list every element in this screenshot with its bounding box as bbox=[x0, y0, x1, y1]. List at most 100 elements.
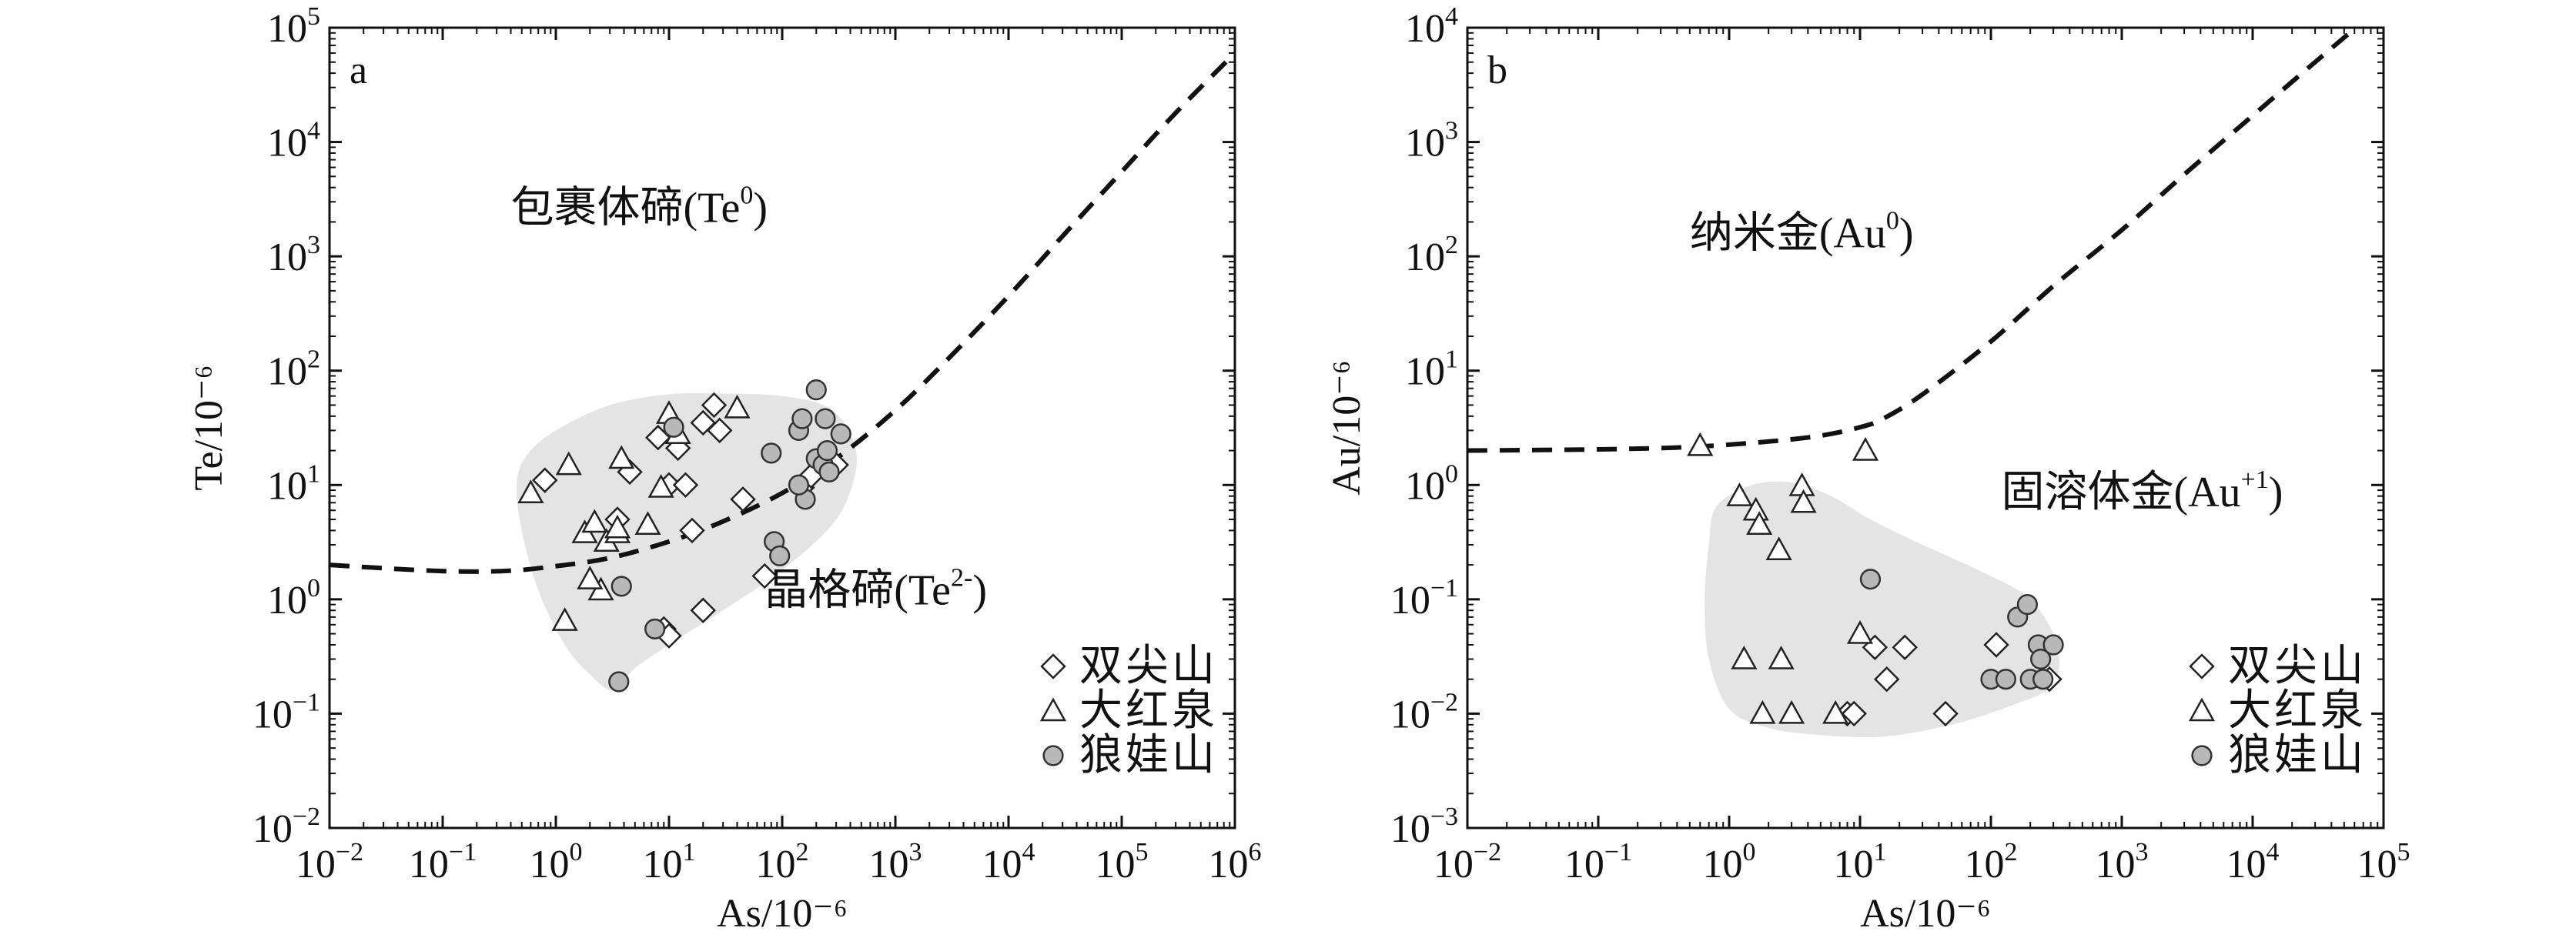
y-tick-label: 104 bbox=[1405, 2, 1458, 51]
x-tick-label: 105 bbox=[2357, 838, 2410, 886]
x-tick-label: 106 bbox=[1209, 838, 1262, 886]
y-tick-label: 10−3 bbox=[1390, 803, 1458, 851]
y-tick-label: 102 bbox=[267, 345, 320, 394]
legend-marker-circle bbox=[2191, 745, 2213, 766]
data-point-circle bbox=[769, 545, 791, 566]
legend-marker-circle bbox=[1042, 745, 1064, 766]
data-point-circle bbox=[2030, 648, 2052, 670]
data-point-triangle bbox=[1746, 511, 1773, 536]
x-axis-label: As/10⁻⁶ bbox=[1860, 892, 1991, 934]
data-point-diamond bbox=[690, 597, 716, 623]
x-tick-label: 101 bbox=[643, 838, 696, 886]
data-point-triangle bbox=[1731, 646, 1758, 669]
data-point-circle bbox=[2032, 669, 2054, 690]
data-point-circle bbox=[2016, 594, 2038, 616]
plot-frame bbox=[1466, 26, 2385, 830]
y-axis-label: Au/10⁻⁶ bbox=[1325, 360, 1369, 496]
x-axis-label: As/10⁻⁶ bbox=[717, 892, 848, 934]
data-point-triangle bbox=[577, 566, 604, 589]
y-axis-label: Te/10⁻⁶ bbox=[187, 365, 231, 490]
data-point-triangle bbox=[555, 451, 582, 476]
data-point-circle bbox=[830, 423, 851, 445]
x-tick-label: 10−1 bbox=[409, 838, 477, 886]
y-tick-label: 10−1 bbox=[1390, 574, 1458, 623]
plot-area bbox=[330, 51, 1235, 693]
y-tick-label: 100 bbox=[267, 574, 320, 623]
data-point-circle bbox=[805, 379, 827, 401]
data-point-circle bbox=[818, 461, 840, 482]
boundary-dashed-curve bbox=[330, 51, 1235, 574]
data-point-circle bbox=[644, 618, 666, 640]
y-tick-label: 101 bbox=[267, 459, 320, 508]
y-tick-label: 104 bbox=[267, 117, 320, 165]
data-point-triangle bbox=[1790, 489, 1817, 513]
y-tick-label: 100 bbox=[1405, 459, 1458, 508]
field-annotation: 包裹体碲(Te0) bbox=[511, 181, 768, 232]
field-annotation: 固溶体金(Au+1) bbox=[2001, 466, 2283, 516]
x-tick-label: 102 bbox=[1965, 838, 2018, 886]
y-tick-label: 102 bbox=[1405, 231, 1458, 279]
legend-marker-diamond bbox=[2189, 653, 2215, 679]
legend-label: 狼娃山 bbox=[1079, 732, 1218, 779]
data-point-triangle bbox=[634, 511, 661, 536]
x-tick-label: 10−2 bbox=[296, 838, 363, 886]
data-point-circle bbox=[663, 416, 684, 438]
data-point-diamond bbox=[1983, 632, 2009, 658]
data-point-circle bbox=[1859, 569, 1882, 590]
y-tick-label: 10−2 bbox=[253, 803, 320, 851]
y-tick-label: 105 bbox=[267, 2, 320, 51]
x-tick-label: 102 bbox=[756, 838, 809, 886]
x-tick-label: 104 bbox=[982, 838, 1035, 886]
data-point-triangle bbox=[608, 445, 635, 469]
data-point-circle bbox=[611, 576, 632, 597]
data-point-circle bbox=[815, 408, 836, 429]
x-tick-label: 105 bbox=[1096, 838, 1149, 886]
data-point-triangle bbox=[517, 479, 544, 503]
data-point-diamond bbox=[701, 392, 728, 419]
shaded-field-region bbox=[1705, 481, 2060, 738]
data-point-circle bbox=[2042, 634, 2064, 656]
field-annotation: 纳米金(Au0) bbox=[1690, 206, 1914, 257]
data-point-circle bbox=[761, 442, 782, 464]
y-tick-label: 10−2 bbox=[1390, 688, 1458, 736]
data-point-triangle bbox=[1768, 646, 1795, 669]
data-point-diamond bbox=[679, 517, 705, 544]
data-point-triangle bbox=[1852, 437, 1879, 461]
data-point-triangle bbox=[581, 509, 608, 533]
panel-label: b bbox=[1487, 48, 1507, 92]
data-point-circle bbox=[791, 408, 813, 429]
data-point-diamond bbox=[532, 467, 558, 493]
field-annotation: 晶格碲(Te2-) bbox=[764, 564, 987, 615]
x-tick-label: 103 bbox=[869, 838, 922, 886]
data-point-circle bbox=[608, 671, 630, 693]
plot-area bbox=[1467, 28, 2360, 738]
data-point-diamond bbox=[730, 486, 756, 512]
chart-panel-b: 10−2 10−1 100 101 102 103 104 10510−310−210−110… bbox=[1325, 2, 2410, 936]
data-point-diamond bbox=[1841, 700, 1867, 727]
legend-marker-triangle bbox=[2188, 697, 2216, 722]
y-tick-label: 103 bbox=[267, 231, 320, 279]
x-tick-label: 100 bbox=[530, 838, 583, 886]
data-point-triangle bbox=[1749, 699, 1776, 724]
x-tick-label: 100 bbox=[1703, 838, 1756, 886]
x-tick-label: 101 bbox=[1834, 838, 1887, 886]
data-point-triangle bbox=[1765, 536, 1792, 560]
legend-marker-diamond bbox=[1040, 653, 1066, 679]
x-tick-label: 10−2 bbox=[1434, 838, 1501, 886]
data-point-triangle bbox=[724, 394, 751, 419]
data-point-circle bbox=[788, 474, 810, 496]
data-point-triangle bbox=[551, 607, 578, 631]
x-tick-label: 10−1 bbox=[1564, 838, 1632, 886]
data-point-diamond bbox=[1892, 634, 1918, 661]
x-tick-label: 104 bbox=[2226, 838, 2280, 886]
legend-label: 双尖山 bbox=[2228, 643, 2367, 690]
data-point-triangle bbox=[604, 514, 631, 539]
y-tick-label: 10−1 bbox=[253, 688, 320, 736]
x-tick-label: 103 bbox=[2096, 838, 2149, 886]
data-point-triangle bbox=[1778, 699, 1805, 724]
panel-label: a bbox=[350, 48, 367, 92]
legend-label: 狼娃山 bbox=[2228, 732, 2367, 779]
